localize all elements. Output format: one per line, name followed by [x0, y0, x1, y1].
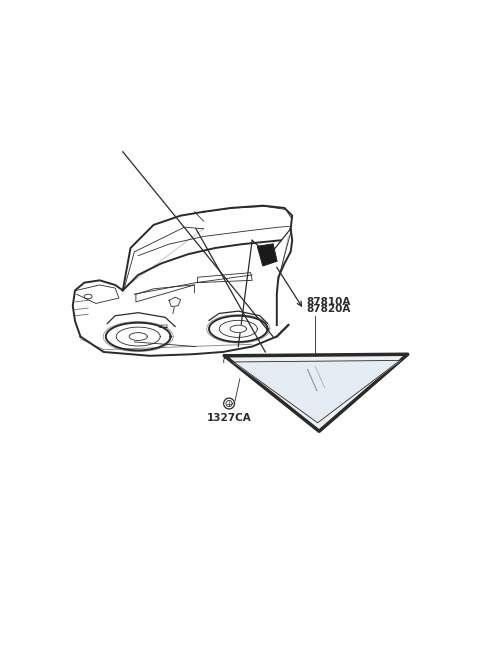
Polygon shape: [224, 398, 234, 409]
Text: 87810A: 87810A: [306, 297, 350, 307]
Polygon shape: [230, 325, 247, 333]
Polygon shape: [129, 333, 147, 341]
Text: 1327CA: 1327CA: [207, 413, 252, 422]
Polygon shape: [234, 360, 400, 422]
Polygon shape: [225, 354, 408, 431]
Polygon shape: [226, 400, 232, 407]
Polygon shape: [258, 244, 277, 266]
Text: 87820A: 87820A: [306, 304, 350, 314]
Polygon shape: [169, 297, 180, 307]
